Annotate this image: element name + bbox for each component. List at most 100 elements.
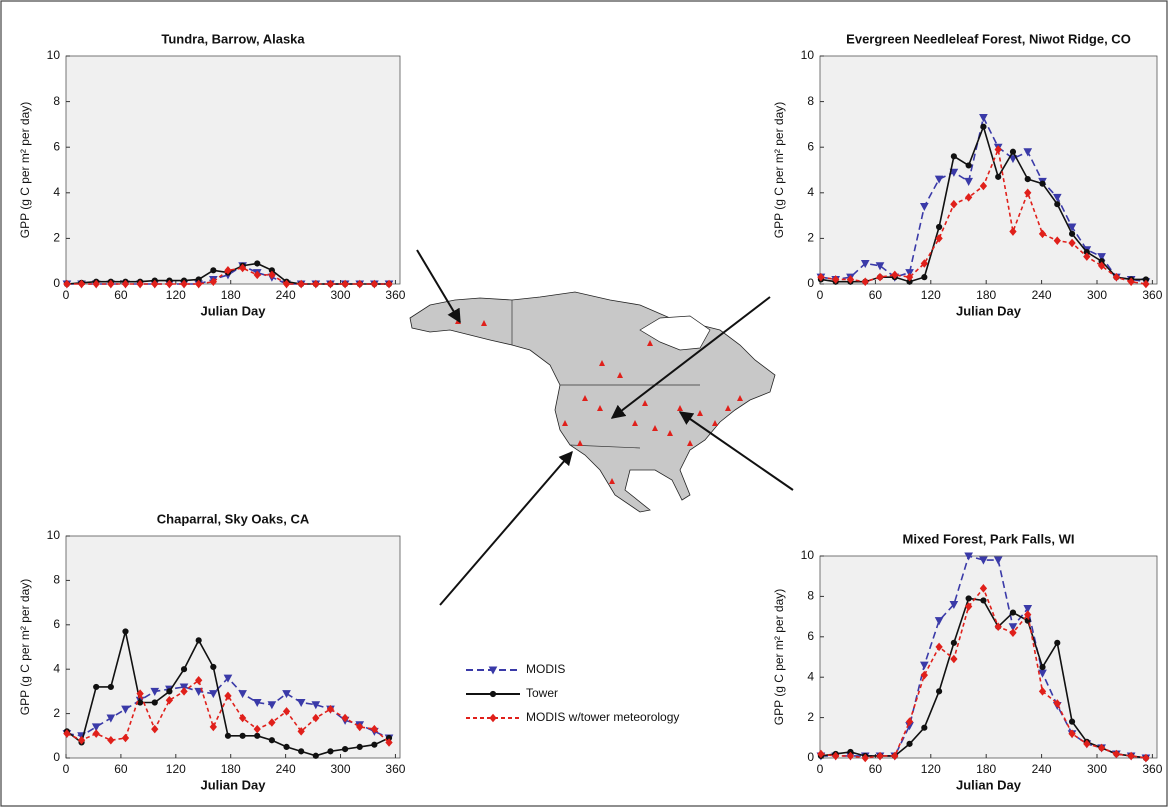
marker: [341, 713, 349, 723]
marker: [1023, 148, 1033, 157]
marker: [210, 663, 217, 671]
marker: [1024, 176, 1031, 183]
marker: [875, 262, 885, 271]
marker: [136, 689, 144, 698]
marker: [920, 259, 928, 268]
y-tick-label: 0: [53, 276, 60, 290]
marker: [861, 277, 869, 286]
marker: [936, 223, 943, 231]
marker: [385, 738, 393, 747]
marker: [964, 552, 973, 561]
marker: [208, 690, 218, 699]
marker: [934, 617, 944, 626]
y-axis-label: GPP (g C per m² per day): [18, 102, 32, 239]
marker: [1068, 238, 1076, 248]
marker: [268, 737, 275, 744]
marker: [1083, 252, 1091, 261]
x-tick-label: 360: [1142, 762, 1162, 776]
y-tick-label: 2: [53, 706, 60, 720]
y-tick-label: 4: [807, 669, 814, 683]
marker: [980, 123, 987, 130]
x-tick-label: 240: [276, 762, 296, 776]
x-tick-label: 0: [817, 288, 824, 302]
marker: [1112, 749, 1121, 759]
y-tick-label: 0: [807, 750, 814, 764]
marker: [979, 556, 988, 565]
marker: [995, 173, 1002, 180]
y-tick-label: 4: [53, 661, 60, 675]
x-tick-label: 240: [276, 288, 296, 302]
y-tick-label: 10: [47, 528, 61, 542]
x-axis-label: Julian Day: [200, 303, 266, 318]
marker: [1039, 664, 1046, 671]
marker: [282, 690, 291, 699]
marker: [891, 270, 899, 280]
x-tick-label: 240: [1032, 288, 1052, 302]
y-tick-label: 0: [53, 750, 60, 764]
marker: [326, 279, 335, 289]
chart-title: Mixed Forest, Park Falls, WI: [903, 531, 1075, 546]
marker: [77, 735, 86, 745]
marker: [150, 687, 160, 696]
chart-title: Tundra, Barrow, Alaska: [161, 31, 305, 46]
x-tick-label: 0: [63, 288, 70, 302]
marker: [107, 735, 115, 745]
marker: [326, 704, 335, 714]
marker: [964, 602, 973, 611]
x-tick-label: 180: [976, 762, 996, 776]
legend-marker: [489, 690, 497, 698]
marker: [1142, 753, 1150, 763]
y-tick-label: 10: [47, 48, 61, 62]
marker: [77, 279, 86, 289]
x-tick-label: 360: [1142, 288, 1162, 302]
marker: [919, 202, 929, 212]
x-tick-label: 60: [869, 762, 883, 776]
marker: [832, 751, 840, 761]
x-tick-label: 180: [221, 762, 241, 776]
y-axis-label: GPP (g C per m² per day): [18, 579, 32, 716]
marker: [252, 699, 262, 708]
marker: [121, 733, 130, 743]
marker: [979, 181, 988, 191]
marker: [151, 699, 158, 706]
x-tick-label: 0: [63, 762, 70, 776]
marker: [165, 279, 174, 289]
marker: [1054, 201, 1061, 208]
marker: [891, 751, 899, 761]
x-tick-label: 180: [221, 288, 241, 302]
x-tick-label: 120: [921, 762, 941, 776]
marker: [1068, 718, 1076, 725]
x-tick-label: 180: [976, 288, 996, 302]
y-tick-label: 6: [53, 617, 60, 631]
y-tick-label: 10: [801, 548, 815, 562]
marker: [63, 279, 71, 289]
marker: [965, 595, 972, 602]
marker: [950, 654, 958, 664]
marker: [949, 600, 959, 610]
y-tick-label: 8: [807, 94, 814, 108]
marker: [312, 752, 319, 759]
x-tick-label: 60: [869, 288, 883, 302]
marker: [979, 114, 988, 123]
hudson-bay: [639, 315, 711, 351]
chart-title: Chaparral, Sky Oaks, CA: [157, 511, 310, 526]
marker: [151, 279, 159, 289]
marker: [1009, 227, 1017, 236]
marker: [283, 743, 290, 751]
marker: [1039, 180, 1046, 187]
marker: [1127, 277, 1135, 286]
series-line: [66, 678, 390, 744]
marker: [964, 193, 973, 202]
marker: [1054, 639, 1061, 646]
x-tick-label: 60: [114, 288, 128, 302]
marker: [312, 279, 320, 289]
marker: [268, 718, 276, 727]
x-tick-label: 60: [114, 762, 128, 776]
marker: [165, 696, 174, 705]
marker: [1052, 193, 1062, 202]
plot-area: [65, 55, 401, 285]
marker: [935, 642, 943, 652]
y-tick-label: 0: [807, 276, 814, 290]
x-tick-label: 300: [1087, 762, 1107, 776]
marker: [1142, 279, 1150, 289]
